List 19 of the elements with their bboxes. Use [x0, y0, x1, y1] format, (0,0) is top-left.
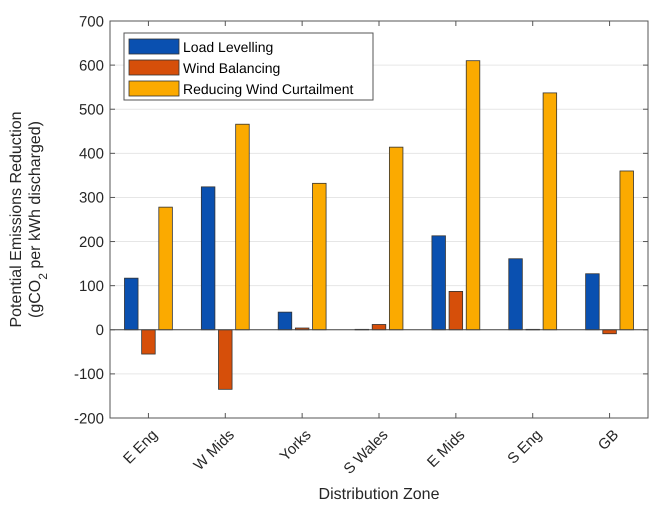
x-tick-label: E Eng [120, 426, 161, 468]
y-tick-label: -200 [74, 410, 104, 428]
y-tick-label: 700 [78, 13, 104, 30]
y-tick-label: 0 [96, 322, 104, 340]
x-tick-label: E Mids [424, 426, 468, 471]
legend-label: Load Levelling [183, 38, 274, 55]
x-tick-label: S Eng [504, 426, 546, 468]
y-tick-label: 500 [78, 101, 104, 118]
x-tick-label: GB [594, 426, 622, 454]
x-tick-label: W Mids [190, 426, 238, 474]
legend-label: Wind Balancing [183, 60, 280, 76]
legend-label: Reducing Wind Curtailment [183, 80, 354, 97]
y-tick-label: 200 [78, 234, 104, 251]
y-tick-label: -100 [74, 366, 104, 384]
y-tick-label: 400 [78, 146, 104, 163]
y-tick-label: 600 [78, 57, 104, 74]
y-tick-label: 300 [78, 190, 104, 207]
x-axis-title: Distribution Zone [318, 486, 440, 503]
y-tick-label: 100 [78, 278, 104, 295]
